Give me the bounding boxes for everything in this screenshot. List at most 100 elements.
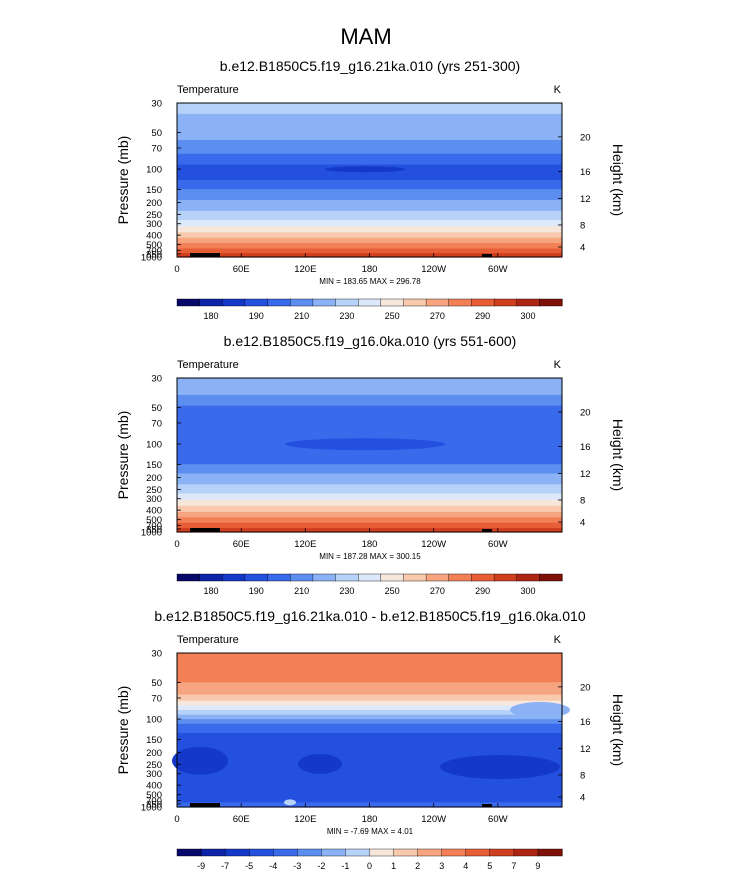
contour-band: [177, 719, 562, 724]
y-tick-label: 50: [151, 678, 162, 689]
y2-tick-label: 4: [580, 517, 585, 528]
contour-band: [177, 474, 562, 485]
y2-tick-label: 4: [580, 792, 585, 803]
contour-band: [177, 653, 562, 683]
y-tick-label: 30: [151, 99, 162, 110]
topography-mask: [190, 528, 220, 532]
y-tick-label: 50: [151, 403, 162, 414]
contour-band: [177, 378, 562, 396]
colorbar-label: 210: [294, 311, 309, 321]
contour-band: [177, 682, 562, 695]
panel-title: b.e12.B1850C5.f19_g16.0ka.010 (yrs 551-6…: [224, 333, 517, 349]
contour-band: [177, 506, 562, 513]
colorbar-swatch: [426, 299, 449, 306]
colorbar-label: 2: [415, 861, 420, 871]
colorbar-label: 190: [249, 311, 264, 321]
y-tick-label: 300: [146, 219, 162, 230]
x-tick-label: 120W: [421, 264, 446, 275]
stats-label: MIN = 187.28 MAX = 300.15: [319, 552, 421, 561]
y-tick-label: 150: [146, 185, 162, 196]
contour-band: [177, 154, 562, 165]
colorbar-label: -7: [221, 861, 229, 871]
colorbar-label: 270: [430, 311, 445, 321]
y2-tick-label: 12: [580, 744, 591, 755]
colorbar-label: 190: [249, 586, 264, 596]
colorbar-label: -5: [245, 861, 253, 871]
y-tick-label: 1000: [141, 253, 162, 264]
colorbar-swatch: [290, 299, 313, 306]
x-tick-label: 180: [362, 264, 378, 275]
colorbar-swatch: [394, 849, 419, 856]
colorbar-swatch: [245, 299, 268, 306]
contour-band: [177, 211, 562, 221]
colorbar-label: 0: [367, 861, 372, 871]
colorbar-swatch: [381, 574, 404, 581]
contour-band: [177, 484, 562, 494]
y2-tick-label: 12: [580, 194, 591, 205]
colorbar-swatch: [370, 849, 395, 856]
colorbar-swatch: [245, 574, 268, 581]
colorbar-swatch: [273, 849, 298, 856]
colorbar-swatch: [249, 849, 274, 856]
colorbar-swatch: [201, 849, 226, 856]
y-tick-label: 70: [151, 693, 162, 704]
contour-band: [177, 517, 562, 523]
colorbar-swatch: [177, 574, 200, 581]
contour-band: [177, 500, 562, 507]
y-tick-label: 200: [146, 473, 162, 484]
colorbar-swatch: [336, 299, 359, 306]
contour-region: [285, 438, 445, 450]
contour-band: [177, 200, 562, 211]
panel-variable-label: Temperature: [177, 634, 239, 646]
contour-band: [177, 180, 562, 190]
y2-axis-label: Height (km): [610, 419, 626, 491]
colorbar-label: 250: [385, 311, 400, 321]
colorbar-swatch: [313, 574, 336, 581]
colorbar-swatch: [449, 574, 472, 581]
contour-band: [177, 238, 562, 244]
y2-axis-label: Height (km): [610, 694, 626, 766]
y2-tick-label: 16: [580, 442, 591, 453]
colorbar-swatch: [539, 299, 562, 306]
contour-band: [177, 715, 562, 720]
contour-region: [510, 702, 570, 718]
panel-unit-label: K: [554, 634, 562, 646]
topography-mask: [190, 803, 220, 807]
colorbar-swatch: [345, 849, 370, 856]
colorbar-swatch: [404, 574, 427, 581]
panel-variable-label: Temperature: [177, 84, 239, 96]
colorbar-label: 270: [430, 586, 445, 596]
contour-region: [284, 799, 296, 805]
x-tick-label: 120W: [421, 814, 446, 825]
y-tick-label: 1000: [141, 803, 162, 814]
contour-band: [177, 103, 562, 114]
colorbar-label: 230: [339, 586, 354, 596]
colorbar-swatch: [290, 574, 313, 581]
y-tick-label: 100: [146, 715, 162, 726]
panels-group: b.e12.B1850C5.f19_g16.21ka.010 (yrs 251-…: [115, 58, 626, 871]
x-tick-label: 0: [174, 539, 179, 550]
colorbar-swatch: [538, 849, 563, 856]
contour-band: [177, 114, 562, 141]
contour-band: [177, 243, 562, 249]
contour-band: [177, 449, 562, 465]
contour-region: [172, 747, 228, 775]
colorbar-swatch: [449, 299, 472, 306]
y2-axis-label: Height (km): [610, 144, 626, 216]
stats-label: MIN = 183.65 MAX = 296.78: [319, 277, 421, 286]
y-tick-label: 100: [146, 440, 162, 451]
x-tick-label: 60W: [488, 814, 508, 825]
y-tick-label: 200: [146, 198, 162, 209]
colorbar-swatch: [494, 299, 517, 306]
colorbar-swatch: [381, 299, 404, 306]
colorbar-label: 180: [203, 586, 218, 596]
x-tick-label: 0: [174, 264, 179, 275]
colorbar-label: -3: [293, 861, 301, 871]
colorbar-label: 290: [475, 311, 490, 321]
contour-band: [177, 395, 562, 406]
colorbar-label: 210: [294, 586, 309, 596]
y-tick-label: 100: [146, 165, 162, 176]
colorbar-label: -9: [197, 861, 205, 871]
panel-title: b.e12.B1850C5.f19_g16.21ka.010 - b.e12.B…: [154, 608, 585, 624]
colorbar-swatch: [404, 299, 427, 306]
